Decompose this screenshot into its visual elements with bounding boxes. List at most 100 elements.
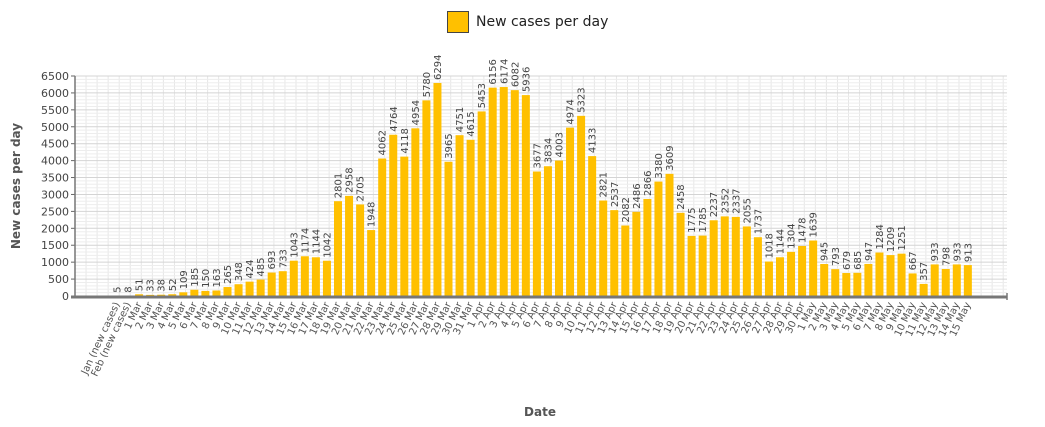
- bar[interactable]: [930, 264, 939, 296]
- bar-value-label: 33: [146, 279, 157, 292]
- bar[interactable]: [919, 283, 928, 296]
- bar[interactable]: [798, 245, 807, 296]
- bar-value-label: 1304: [787, 223, 798, 248]
- bar[interactable]: [720, 216, 729, 296]
- bar-value-label: 2337: [731, 188, 742, 213]
- bar[interactable]: [753, 237, 762, 296]
- bar[interactable]: [643, 198, 652, 296]
- bar[interactable]: [875, 252, 884, 296]
- bar[interactable]: [787, 251, 796, 296]
- bar[interactable]: [543, 166, 552, 296]
- bar-value-label: 947: [864, 242, 875, 261]
- bar-value-label: 3380: [654, 153, 665, 178]
- bar[interactable]: [698, 235, 707, 296]
- bar[interactable]: [201, 290, 210, 296]
- bar[interactable]: [411, 128, 420, 296]
- bars: [113, 82, 972, 297]
- bar[interactable]: [234, 284, 243, 296]
- bar[interactable]: [345, 195, 354, 296]
- bar-value-label: 2821: [599, 172, 610, 197]
- bar[interactable]: [278, 271, 287, 296]
- bar[interactable]: [731, 216, 740, 296]
- y-tick-label: 1500: [41, 239, 69, 252]
- bar[interactable]: [764, 261, 773, 296]
- bar[interactable]: [963, 265, 972, 296]
- bar[interactable]: [853, 272, 862, 296]
- legend-label: New cases per day: [476, 14, 609, 30]
- bar-value-label: 357: [919, 262, 930, 281]
- bar[interactable]: [908, 273, 917, 296]
- bar-value-label: 913: [963, 243, 974, 262]
- bar[interactable]: [311, 257, 320, 296]
- bar-value-label: 4764: [389, 106, 400, 131]
- bar[interactable]: [356, 204, 365, 296]
- y-tick-label: 500: [48, 273, 69, 286]
- bar[interactable]: [842, 273, 851, 296]
- bar[interactable]: [389, 134, 398, 296]
- legend[interactable]: New cases per day: [447, 10, 608, 34]
- bar[interactable]: [322, 260, 331, 296]
- bar[interactable]: [168, 294, 177, 296]
- bar[interactable]: [566, 127, 575, 296]
- bar[interactable]: [400, 156, 409, 296]
- bar[interactable]: [820, 264, 829, 296]
- bar-value-label: 1144: [311, 229, 322, 254]
- bar[interactable]: [886, 255, 895, 296]
- bar[interactable]: [135, 294, 144, 296]
- bar[interactable]: [245, 281, 254, 296]
- bar[interactable]: [223, 287, 232, 296]
- bar[interactable]: [455, 135, 464, 296]
- bar[interactable]: [146, 294, 155, 296]
- bar[interactable]: [621, 225, 630, 296]
- bar[interactable]: [599, 200, 608, 296]
- bar[interactable]: [610, 210, 619, 296]
- bar[interactable]: [334, 201, 342, 296]
- bar-value-label: 1174: [300, 228, 311, 253]
- bar[interactable]: [378, 158, 387, 296]
- bar[interactable]: [477, 111, 486, 296]
- bar[interactable]: [367, 230, 376, 296]
- bar-value-label: 2237: [709, 192, 720, 217]
- bar[interactable]: [776, 257, 784, 296]
- bar[interactable]: [521, 95, 530, 296]
- bar[interactable]: [687, 235, 696, 296]
- bar[interactable]: [897, 253, 906, 296]
- bar[interactable]: [190, 289, 199, 296]
- bar-value-label: 1478: [798, 218, 809, 243]
- bar[interactable]: [654, 181, 663, 296]
- bar[interactable]: [588, 156, 597, 296]
- bar[interactable]: [941, 268, 950, 296]
- bar[interactable]: [212, 290, 221, 296]
- bar[interactable]: [256, 279, 265, 296]
- bar[interactable]: [300, 256, 309, 296]
- bar[interactable]: [831, 269, 840, 296]
- bar-value-label: 52: [168, 279, 179, 292]
- bar[interactable]: [488, 87, 497, 297]
- y-tick-label: 0: [62, 290, 69, 303]
- bar[interactable]: [555, 160, 563, 296]
- bar[interactable]: [632, 211, 641, 296]
- bar[interactable]: [577, 115, 586, 297]
- bar-value-label: 933: [930, 242, 941, 261]
- bar[interactable]: [864, 263, 873, 296]
- bar[interactable]: [676, 212, 685, 296]
- bar[interactable]: [179, 292, 188, 296]
- bar[interactable]: [742, 226, 751, 296]
- bar[interactable]: [433, 82, 442, 296]
- grid: [74, 75, 1007, 297]
- bar[interactable]: [422, 100, 431, 296]
- bar[interactable]: [499, 87, 508, 296]
- bar[interactable]: [267, 272, 276, 296]
- bar[interactable]: [444, 161, 453, 296]
- bar-value-label: 348: [234, 262, 245, 281]
- bar[interactable]: [809, 240, 818, 296]
- bar[interactable]: [532, 171, 541, 296]
- bar[interactable]: [709, 220, 718, 296]
- bar[interactable]: [952, 264, 961, 296]
- bar[interactable]: [665, 173, 674, 296]
- bar[interactable]: [157, 294, 166, 296]
- bar[interactable]: [289, 260, 298, 296]
- bar[interactable]: [466, 139, 475, 296]
- bar[interactable]: [510, 90, 519, 296]
